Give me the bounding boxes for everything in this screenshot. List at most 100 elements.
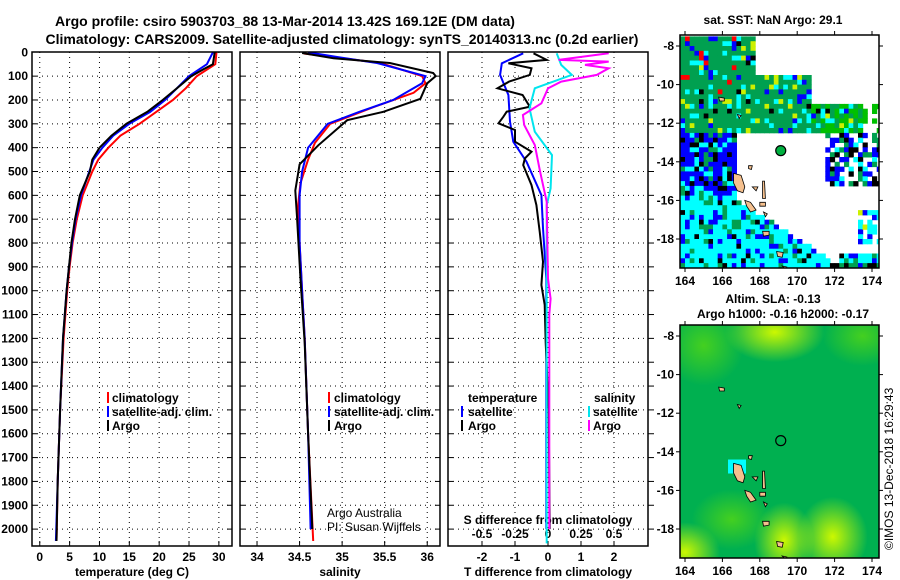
sst-cell bbox=[680, 263, 686, 268]
sst-cell bbox=[699, 190, 705, 197]
sst-cell bbox=[708, 234, 714, 240]
sst-cell bbox=[727, 89, 733, 95]
sst-cell bbox=[820, 258, 826, 264]
sst-cell bbox=[680, 239, 686, 245]
sst-cell bbox=[699, 157, 705, 163]
sst-cell bbox=[741, 103, 747, 110]
sst-cell bbox=[713, 268, 718, 273]
lon-tick-label: 166 bbox=[712, 274, 732, 288]
sst-cell bbox=[699, 224, 705, 230]
sst-cell bbox=[689, 99, 695, 105]
sst-cell bbox=[736, 224, 742, 230]
sst-cell bbox=[727, 123, 733, 129]
legend-label: climatology bbox=[334, 391, 401, 405]
sst-cell bbox=[680, 166, 686, 172]
sst-cell bbox=[792, 75, 798, 81]
sst-cell bbox=[722, 132, 728, 139]
sst-cell bbox=[787, 248, 794, 254]
sst-cell bbox=[792, 79, 798, 86]
x-tick-label: 5 bbox=[66, 550, 73, 564]
sst-cell bbox=[797, 268, 802, 273]
sst-cell bbox=[844, 108, 850, 114]
sst-cell bbox=[815, 258, 822, 264]
sst-cell bbox=[731, 263, 737, 268]
sst-cell bbox=[741, 258, 747, 264]
sst-cell bbox=[694, 190, 700, 197]
sst-cell bbox=[839, 123, 845, 129]
sst-cell bbox=[792, 243, 798, 250]
sst-cell bbox=[703, 263, 709, 268]
sst-cell bbox=[872, 161, 878, 168]
sst-cell bbox=[713, 108, 719, 114]
sst-cell bbox=[764, 219, 770, 225]
lat-tick-label: -18 bbox=[657, 522, 675, 536]
sst-cell bbox=[717, 243, 723, 250]
sst-cell bbox=[862, 263, 868, 268]
sst-cell bbox=[755, 75, 761, 81]
legend-label: satellite bbox=[468, 405, 513, 419]
sst-cell bbox=[787, 89, 794, 95]
sst-cell bbox=[694, 210, 700, 216]
sst-cell bbox=[685, 263, 691, 268]
sst-cell bbox=[680, 243, 686, 250]
sst-cell bbox=[717, 113, 723, 119]
sst-cell bbox=[853, 128, 859, 134]
sst-cell bbox=[834, 176, 840, 182]
sst-cell bbox=[699, 36, 705, 42]
sst-cell bbox=[755, 113, 761, 119]
sst-cell bbox=[689, 55, 695, 61]
sst-cell bbox=[717, 229, 723, 235]
sst-cell bbox=[736, 128, 742, 134]
sst-cell bbox=[680, 152, 686, 158]
sst-cell bbox=[867, 181, 873, 187]
sst-cell bbox=[801, 248, 808, 254]
sst-cell bbox=[829, 118, 836, 124]
sst-cell bbox=[829, 166, 836, 172]
sst-cell bbox=[745, 65, 751, 71]
x-tick-label: 0 bbox=[36, 550, 43, 564]
sst-cell bbox=[727, 171, 733, 177]
sst-cell bbox=[741, 248, 747, 254]
island-land bbox=[776, 541, 784, 548]
sst-cell bbox=[806, 108, 812, 114]
sst-cell bbox=[745, 99, 751, 105]
sst-cell bbox=[858, 268, 863, 273]
sst-cell bbox=[755, 243, 761, 250]
sst-cell bbox=[773, 113, 779, 119]
sst-cell bbox=[750, 118, 756, 124]
sst-cell bbox=[834, 161, 840, 168]
sst-cell bbox=[778, 248, 784, 254]
sst-cell bbox=[694, 89, 700, 95]
lat-tick-label: -10 bbox=[657, 368, 675, 382]
sst-cell bbox=[694, 75, 700, 81]
sst-cell bbox=[835, 268, 840, 273]
sst-cell bbox=[834, 152, 840, 158]
sst-cell bbox=[722, 108, 728, 114]
sst-cell bbox=[816, 268, 821, 273]
sst-cell bbox=[821, 268, 826, 273]
sst-cell bbox=[713, 99, 719, 105]
sst-cell bbox=[727, 137, 733, 143]
sst-cell bbox=[727, 118, 733, 124]
sst-cell bbox=[708, 108, 714, 114]
sst-cell bbox=[703, 219, 709, 225]
sst-cell bbox=[741, 79, 747, 86]
sst-cell bbox=[731, 118, 737, 124]
sst-cell bbox=[722, 55, 728, 61]
sst-cell bbox=[829, 263, 836, 268]
sst-cell bbox=[759, 99, 765, 105]
sst-cell bbox=[694, 118, 700, 124]
sst-cell bbox=[703, 60, 709, 66]
sst-cell bbox=[829, 103, 836, 110]
sst-cell bbox=[736, 60, 742, 66]
sst-cell bbox=[787, 239, 794, 245]
sst-cell bbox=[713, 161, 719, 168]
sst-cell bbox=[862, 108, 868, 114]
sst-cell bbox=[703, 214, 709, 221]
sst-cell bbox=[717, 128, 723, 134]
sst-cell bbox=[717, 84, 723, 90]
sst-cell bbox=[792, 89, 798, 95]
sst-cell bbox=[731, 137, 737, 143]
sst-cell bbox=[750, 60, 756, 66]
sst-cell bbox=[858, 166, 864, 172]
